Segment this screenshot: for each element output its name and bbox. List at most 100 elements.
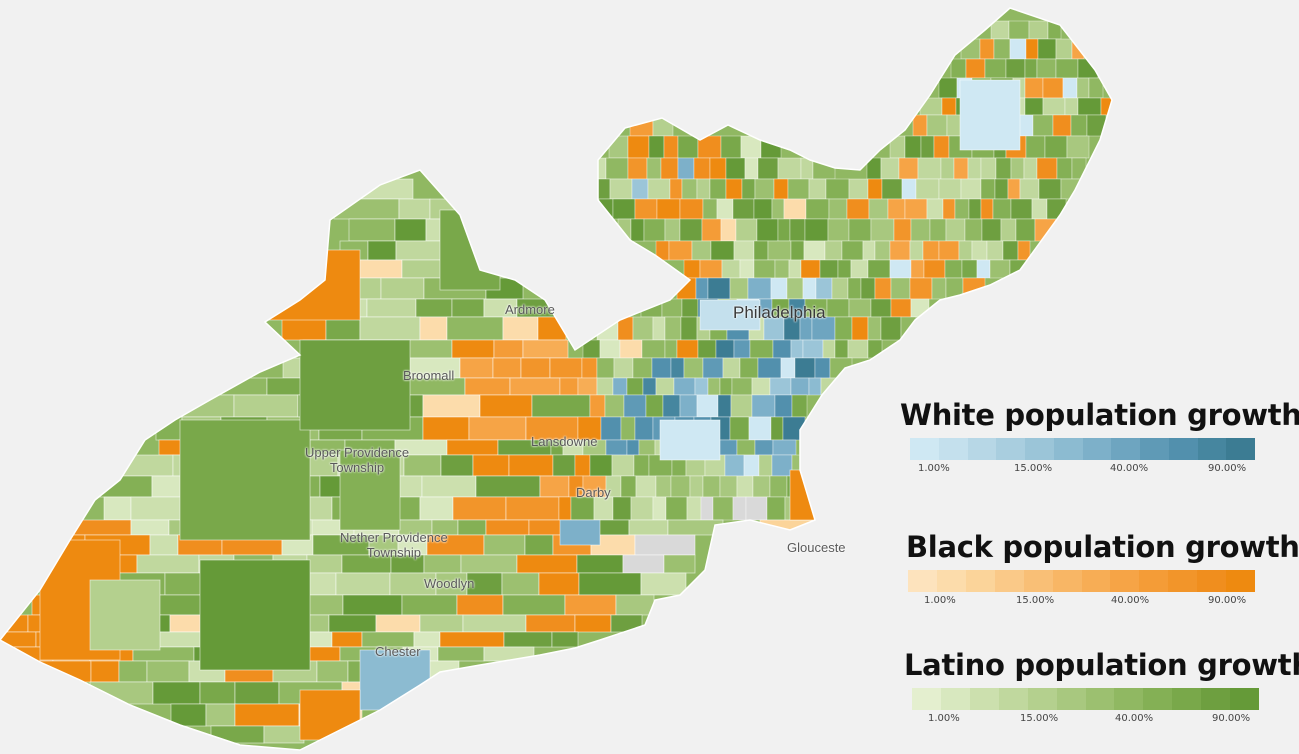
census-tract	[862, 240, 876, 261]
legend-swatch	[1081, 570, 1111, 592]
census-tract	[772, 439, 797, 456]
census-tract	[1019, 178, 1040, 200]
place-label-ardmore: Ardmore	[505, 302, 555, 317]
census-tract	[747, 277, 772, 300]
census-tract	[739, 357, 759, 379]
census-tract	[720, 218, 737, 242]
census-tract	[744, 157, 759, 180]
legend-tick: 1.00%	[928, 713, 960, 724]
census-tract	[677, 135, 699, 159]
census-tract	[722, 357, 741, 379]
census-tract	[995, 157, 1012, 180]
census-tract	[419, 614, 464, 633]
census-tract	[780, 357, 796, 379]
census-tract	[472, 454, 510, 477]
census-tract	[693, 157, 711, 180]
legend-swatch	[1082, 438, 1112, 460]
census-tract	[887, 198, 906, 220]
census-tract	[696, 394, 719, 418]
census-tract	[1062, 77, 1078, 99]
census-tract	[890, 298, 912, 318]
census-tract	[867, 259, 891, 279]
census-tract	[1031, 198, 1048, 220]
census-tract	[558, 496, 572, 521]
census-tract	[509, 377, 561, 396]
legend-swatch	[1085, 688, 1115, 710]
census-tract	[790, 377, 810, 396]
legend-tick: 40.00%	[1115, 713, 1154, 724]
census-tract	[709, 178, 727, 200]
census-tract	[520, 357, 551, 379]
census-tract	[976, 259, 991, 279]
census-tract	[681, 178, 698, 200]
census-tract	[933, 135, 950, 159]
census-tract	[802, 339, 824, 359]
census-tract	[867, 339, 883, 359]
census-tract	[367, 240, 397, 261]
census-tract	[1076, 77, 1090, 99]
census-tract	[938, 77, 958, 99]
census-tract	[333, 198, 400, 220]
census-tract	[808, 377, 822, 396]
census-tract	[502, 594, 566, 616]
census-tract	[757, 157, 779, 180]
census-tract	[655, 475, 672, 498]
census-tract	[910, 218, 931, 242]
legend-swatch	[1025, 438, 1054, 460]
census-tract	[679, 394, 698, 418]
legend-swatch	[1143, 688, 1173, 710]
census-tract	[730, 394, 753, 418]
census-tract	[774, 259, 790, 279]
place-label-upper-providence: Upper Providence Township	[305, 445, 409, 475]
census-tract	[716, 198, 734, 220]
census-tract	[1055, 58, 1079, 79]
township	[299, 339, 411, 431]
census-tract	[901, 178, 917, 200]
census-tract	[709, 157, 727, 180]
census-tract	[1036, 157, 1058, 180]
census-tract	[929, 218, 947, 242]
census-tract	[599, 339, 621, 359]
census-tract	[648, 135, 665, 159]
census-tract	[848, 218, 872, 242]
census-tract	[889, 240, 911, 261]
census-tract	[789, 218, 806, 242]
legend-black: Black population growth 1.00% 15.00% 40.…	[900, 530, 1299, 611]
census-tract	[403, 454, 442, 477]
census-tract	[493, 339, 524, 359]
census-tract	[710, 240, 735, 261]
township	[789, 469, 821, 521]
census-tract	[889, 259, 912, 279]
census-tract	[788, 259, 802, 279]
census-tract	[940, 157, 955, 180]
census-tract	[721, 259, 741, 279]
legend-swatch	[994, 570, 1024, 592]
census-tract	[826, 298, 850, 318]
census-tract	[451, 339, 495, 359]
census-tract	[701, 218, 722, 242]
census-tract	[90, 660, 120, 683]
census-tract	[505, 496, 560, 521]
census-tract	[719, 377, 733, 396]
census-tract	[581, 357, 598, 379]
legend-tick: 1.00%	[918, 463, 950, 474]
census-tract	[633, 454, 650, 477]
census-tract	[1064, 97, 1079, 116]
census-tract	[632, 357, 653, 379]
census-tract	[812, 157, 836, 180]
legend-swatch	[965, 570, 995, 592]
census-tract	[348, 218, 396, 242]
census-tract	[609, 178, 633, 200]
census-tract	[739, 259, 755, 279]
census-tract	[452, 496, 507, 521]
legend-swatch	[1197, 438, 1227, 460]
census-tract	[965, 58, 986, 79]
census-tract	[328, 614, 377, 633]
census-tract	[724, 454, 745, 477]
census-tract	[1071, 157, 1087, 180]
census-tract	[464, 377, 511, 396]
census-tract	[758, 454, 773, 477]
census-tract	[604, 394, 625, 418]
census-tract	[834, 316, 853, 341]
legend-swatch	[1139, 570, 1169, 592]
